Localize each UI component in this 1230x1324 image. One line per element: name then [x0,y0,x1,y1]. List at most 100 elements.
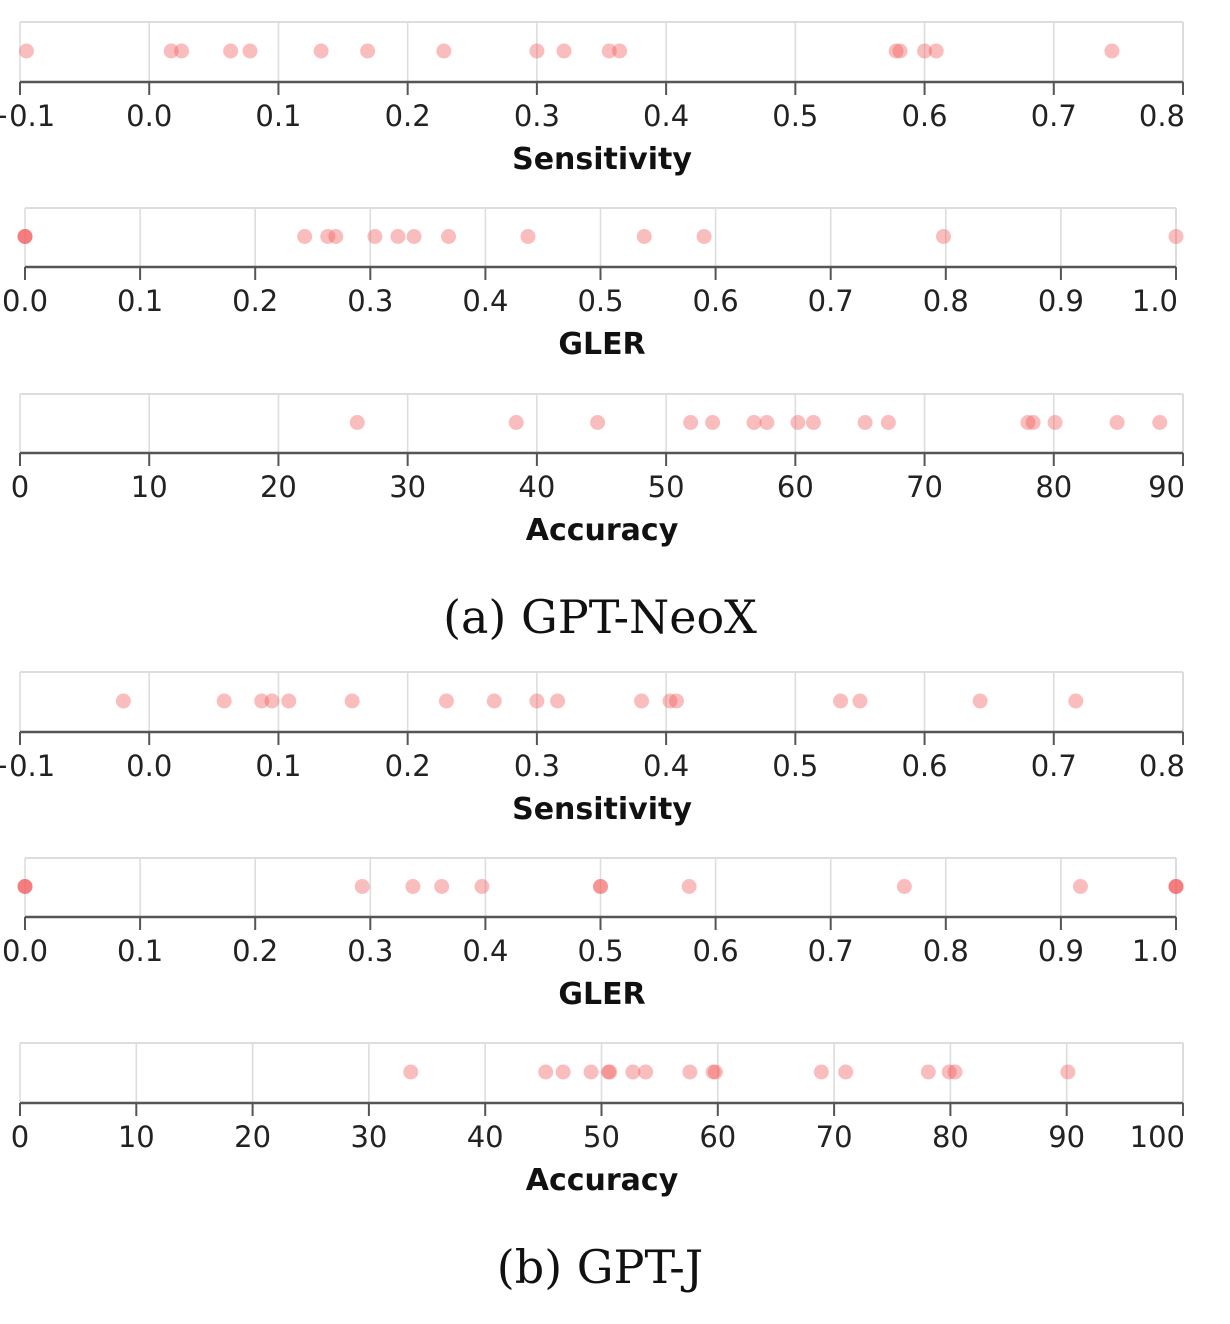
x-tick-label: 0.8 [1139,99,1185,133]
x-tick-label: 70 [816,1120,853,1154]
x-tick-label: 0.8 [923,284,969,318]
x-tick-label: 50 [648,470,685,504]
x-tick-label: 0.0 [2,934,48,968]
data-point [1020,415,1036,430]
x-tick-label: 0.2 [232,934,278,968]
data-point [947,1064,963,1080]
data-point [405,879,421,894]
data-point [920,1064,936,1080]
x-tick-label: −0.1 [0,99,55,133]
x-tick-label: 0.7 [808,934,854,968]
data-point [593,879,608,894]
figure-caption: (a) GPT-NeoX [443,590,757,644]
data-point [1072,879,1088,894]
x-axis-title: Sensitivity [512,142,692,177]
x-tick-label: 20 [260,470,297,504]
data-point [508,415,524,430]
x-tick-label: 0.6 [901,99,947,133]
x-tick-label: 0.9 [1038,934,1084,968]
x-tick-label: 0.8 [1139,749,1185,783]
x-tick-label: 0.4 [462,934,508,968]
x-tick-label: 0.5 [772,99,818,133]
data-point [600,1064,616,1080]
data-point [1109,415,1125,430]
data-point [1104,43,1120,59]
data-point [438,693,454,709]
x-tick-label: 0.4 [643,749,689,783]
x-tick-label: 10 [131,470,168,504]
x-tick-label: 40 [467,1120,504,1154]
data-point [601,43,617,59]
data-point [707,1064,723,1080]
x-tick-label: 50 [583,1120,620,1154]
x-tick-label: 0.9 [1038,284,1084,318]
data-point [390,229,406,244]
data-point [297,229,313,244]
data-point [880,415,896,430]
data-point [174,43,190,59]
data-point [320,229,336,244]
data-point [17,879,33,894]
data-point [612,43,628,59]
data-point [634,693,650,709]
x-tick-label: 20 [234,1120,271,1154]
data-point [403,1064,419,1080]
x-tick-label: 1.0 [1132,284,1178,318]
data-point [638,1064,654,1080]
data-point [18,43,34,59]
data-point [529,43,545,59]
data-point [682,1064,698,1080]
x-tick-label: 0.3 [514,99,560,133]
x-tick-label: 0.0 [126,99,172,133]
x-tick-label: 0.1 [117,284,163,318]
x-tick-label: 0.2 [385,749,431,783]
x-tick-label: 0 [11,470,29,504]
x-axis-title: GLER [558,977,645,1012]
data-point [529,693,545,709]
data-point [1068,693,1084,709]
data-point [163,43,179,59]
x-tick-label: 0.5 [577,934,623,968]
data-point [17,879,33,894]
data-point [805,415,821,430]
x-axis-title: Sensitivity [512,792,692,827]
x-tick-label: 0.7 [808,284,854,318]
x-tick-label: 70 [906,470,943,504]
x-tick-label: 0.1 [255,99,301,133]
data-point [917,43,933,59]
data-point [746,415,762,430]
x-tick-label: 0.5 [772,749,818,783]
data-point [1060,1064,1076,1080]
data-point [17,879,33,894]
data-point [636,229,652,244]
data-point [115,693,131,709]
data-point [216,693,232,709]
data-point [1168,229,1184,244]
data-point [1168,879,1184,894]
data-point [833,693,849,709]
x-tick-label: 0.4 [643,99,689,133]
data-point [349,415,365,430]
data-point [313,43,329,59]
x-tick-label: 80 [1035,470,1072,504]
x-axis-title: GLER [558,327,645,362]
data-point [683,415,699,430]
x-tick-label: 1.0 [1132,934,1178,968]
data-point [896,879,912,894]
data-point [705,415,721,430]
x-tick-label: 80 [932,1120,969,1154]
data-point [1025,415,1041,430]
x-tick-label: 30 [350,1120,387,1154]
data-point [838,1064,854,1080]
data-point [344,693,360,709]
data-point [602,1064,618,1080]
data-point [264,693,280,709]
data-point [1168,879,1184,894]
data-point [928,43,944,59]
x-tick-label: 0.8 [923,934,969,968]
data-point [367,229,383,244]
data-point [941,1064,957,1080]
data-point [681,879,697,894]
x-tick-label: 0.6 [693,284,739,318]
